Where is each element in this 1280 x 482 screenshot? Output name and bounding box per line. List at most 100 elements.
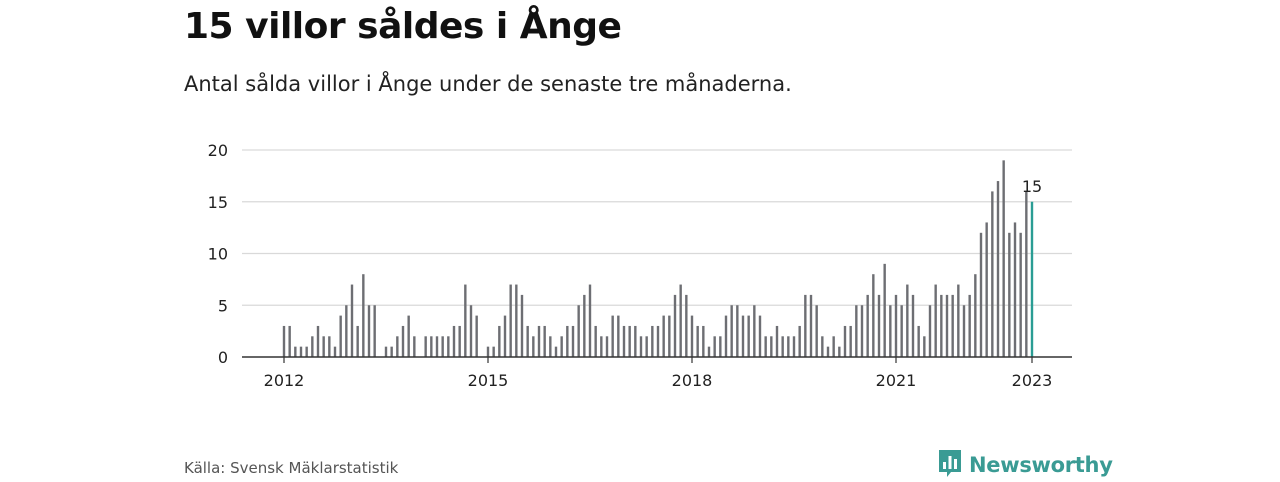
bar: [588, 284, 592, 357]
highlighted-bar: [1030, 201, 1034, 357]
bar: [668, 315, 671, 357]
bar: [662, 315, 665, 357]
bar: [639, 336, 643, 357]
bar: [583, 294, 586, 357]
last-value-label: 15: [1022, 177, 1042, 196]
bar: [407, 315, 410, 357]
bar: [724, 315, 728, 357]
bar: [860, 305, 864, 357]
bar: [1019, 232, 1022, 357]
bar: [498, 325, 501, 357]
bar: [509, 284, 512, 357]
bar: [872, 274, 875, 357]
bar: [1025, 191, 1028, 357]
source-note: Källa: Svensk Mäklarstatistik: [184, 459, 399, 477]
bar: [792, 336, 796, 357]
bars: [282, 160, 1034, 357]
bar: [311, 336, 314, 357]
bar: [634, 325, 637, 357]
bar: [328, 336, 331, 357]
x-tick-label: 2018: [672, 371, 713, 390]
bar: [526, 325, 529, 357]
bar: [866, 294, 869, 357]
bar: [991, 191, 994, 357]
bar: [974, 274, 977, 357]
chart-title: 15 villor såldes i Ånge: [184, 6, 622, 47]
bar: [537, 325, 541, 357]
bar: [764, 336, 767, 357]
bar: [934, 284, 937, 357]
bar: [815, 305, 818, 357]
bar: [741, 315, 745, 357]
bar: [549, 336, 552, 357]
bar: [702, 325, 705, 357]
bar: [566, 325, 569, 357]
bar: [469, 305, 473, 357]
brand-name: Newsworthy: [969, 453, 1113, 477]
bar: [447, 336, 450, 357]
y-tick-label: 10: [208, 245, 228, 264]
bar: [656, 325, 660, 357]
bar: [628, 325, 631, 357]
bar: [333, 346, 337, 357]
bar: [464, 284, 467, 357]
bar: [600, 336, 603, 357]
x-tick-label: 2023: [1012, 371, 1053, 390]
x-tick-label: 2021: [876, 371, 917, 390]
bar: [651, 325, 654, 357]
bar: [532, 336, 535, 357]
y-tick-label: 5: [218, 296, 228, 315]
bar: [554, 346, 558, 357]
bar: [787, 336, 790, 357]
bar: [753, 305, 756, 357]
bar: [923, 336, 926, 357]
bar: [367, 305, 371, 357]
bar: [424, 336, 427, 357]
bar: [339, 315, 342, 357]
bar: [685, 294, 688, 357]
bar: [906, 284, 909, 357]
bar: [413, 336, 416, 357]
bar: [515, 284, 518, 357]
bar: [645, 336, 648, 357]
bar: [889, 305, 892, 357]
bar: [475, 315, 478, 357]
bar: [299, 346, 303, 357]
bar: [441, 336, 444, 357]
bar: [345, 305, 348, 357]
bar: [809, 294, 813, 357]
newsworthy-brand[interactable]: Newsworthy: [937, 448, 1113, 482]
y-tick-label: 0: [218, 348, 228, 367]
bar: [503, 315, 507, 357]
bar: [945, 294, 949, 357]
bar: [962, 305, 966, 357]
bar: [560, 336, 563, 357]
bar: [838, 346, 841, 357]
bar: [747, 315, 750, 357]
bar: [617, 315, 620, 357]
gridlines: [242, 149, 1072, 306]
bar: [968, 294, 971, 357]
bar: [305, 346, 308, 357]
bar: [571, 325, 575, 357]
x-tick-label: 2012: [264, 371, 305, 390]
bar: [855, 305, 858, 357]
bar: [1002, 160, 1005, 357]
chart-subtitle: Antal sålda villor i Ånge under de senas…: [184, 72, 792, 96]
bar: [486, 346, 490, 357]
bar: [577, 305, 580, 357]
bar: [282, 325, 286, 357]
bar: [883, 263, 886, 357]
bar: [350, 284, 354, 357]
bar: [719, 336, 722, 357]
bar: [435, 336, 439, 357]
bar: [849, 325, 852, 357]
bar: [362, 274, 365, 357]
bar: [730, 305, 733, 357]
x-axis: 2012 2015 2018 2021 2023: [242, 356, 1072, 390]
bar: [911, 294, 915, 357]
bar: [690, 315, 694, 357]
bar: [894, 294, 898, 357]
bar: [401, 325, 405, 357]
